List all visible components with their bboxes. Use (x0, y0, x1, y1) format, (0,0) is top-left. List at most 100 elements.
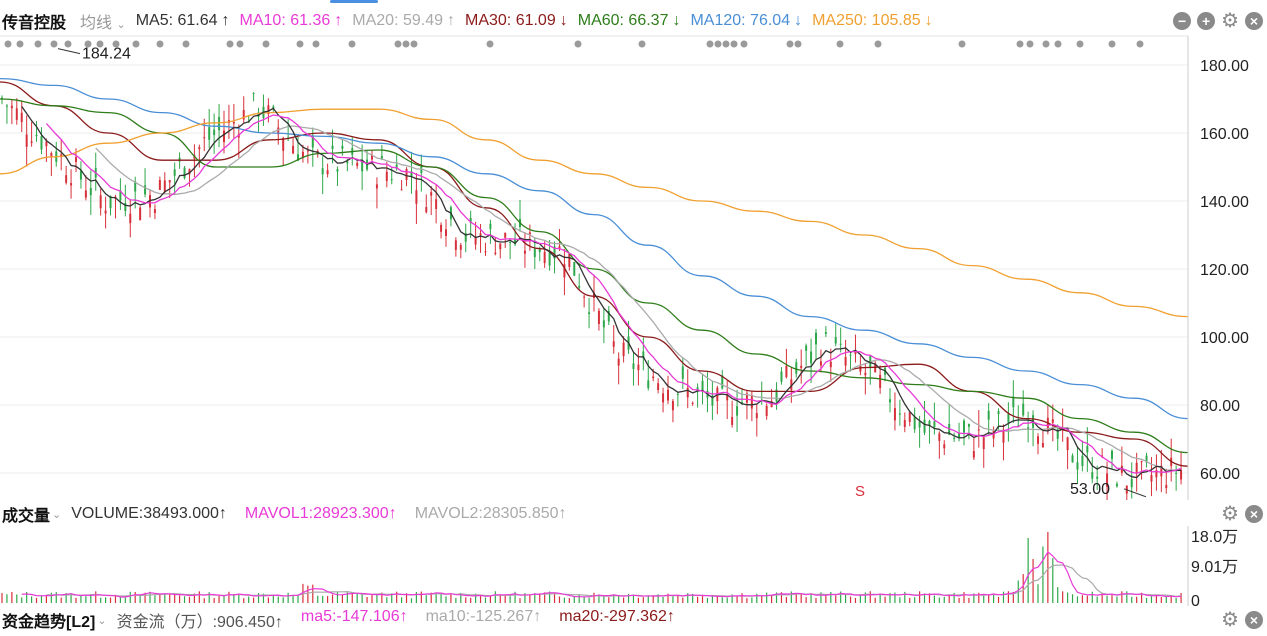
event-dot[interactable] (574, 40, 582, 48)
candle-body (686, 387, 689, 398)
event-dot[interactable] (296, 40, 304, 48)
candle-body (893, 408, 896, 421)
candle-body (375, 184, 378, 189)
ma-5: MA120: 76.04 (690, 12, 791, 29)
candle-body (60, 154, 63, 158)
candle-body (109, 195, 112, 209)
event-dot[interactable] (34, 40, 42, 48)
y-tick-label: 180.00 (1200, 58, 1249, 75)
event-dot[interactable] (486, 40, 494, 48)
candle-body (385, 171, 388, 182)
event-dot[interactable] (50, 40, 58, 48)
candle-body (977, 429, 980, 431)
signal-marker[interactable]: S (855, 483, 865, 500)
candle-body (232, 121, 235, 124)
event-dot[interactable] (1108, 40, 1116, 48)
event-dot[interactable] (1016, 40, 1024, 48)
event-dot[interactable] (836, 40, 844, 48)
candle-body (588, 312, 591, 315)
event-dot[interactable] (1136, 40, 1144, 48)
volume-0: VOLUME:38493.000↑ (71, 505, 227, 522)
event-dot[interactable] (236, 40, 244, 48)
event-dot[interactable] (874, 40, 882, 48)
close-icon[interactable]: × (1245, 611, 1263, 629)
candle-body (834, 337, 837, 344)
event-dot[interactable] (958, 40, 966, 48)
candle-body (741, 402, 743, 404)
close-icon[interactable]: × (1245, 12, 1263, 30)
candle-body (583, 296, 586, 298)
event-dot[interactable] (714, 40, 722, 48)
active-tab-indicator (330, 0, 378, 3)
candle-body (311, 135, 314, 148)
ma-2: MA20: 59.49 (352, 12, 443, 29)
event-dot[interactable] (96, 40, 104, 48)
event-dot[interactable] (402, 40, 410, 48)
event-dot[interactable] (794, 40, 802, 48)
volume-1: MAVOL1:28923.300↑ (244, 505, 397, 522)
candle-body (104, 210, 107, 214)
candle-body (50, 153, 53, 158)
candle-body (1022, 403, 1025, 416)
plus-icon[interactable]: + (1197, 12, 1216, 30)
chevron-down-icon[interactable]: ⌄ (52, 508, 62, 521)
candle-body (1165, 484, 1168, 489)
candle-body (198, 147, 201, 150)
candle-body (10, 105, 13, 109)
event-dot[interactable] (1042, 40, 1050, 48)
candle-body (854, 351, 857, 355)
event-dot[interactable] (84, 40, 92, 48)
event-dot[interactable] (1054, 40, 1062, 48)
volume-header: 成交量 ⌄ VOLUME:38493.000↑ MAVOL1:28923.300↑… (0, 502, 1267, 526)
mode-selector[interactable]: 均线 ⌄ (80, 9, 126, 33)
candle-body (474, 237, 477, 245)
event-dot[interactable] (226, 40, 234, 48)
event-dot[interactable] (1026, 40, 1034, 48)
stock-name: 传音控股 (2, 15, 67, 32)
event-dot[interactable] (722, 40, 730, 48)
volume-2: MAVOL2:28305.850↑ (414, 505, 567, 522)
minus-icon[interactable]: − (1173, 12, 1192, 30)
event-dot[interactable] (740, 40, 748, 48)
event-dot[interactable] (64, 40, 72, 48)
gear-icon[interactable]: ⚙ (1221, 10, 1239, 32)
ma-6: MA250: 105.85 (812, 12, 921, 29)
gear-icon[interactable]: ⚙ (1221, 503, 1239, 525)
close-icon[interactable]: × (1245, 505, 1263, 523)
event-dot[interactable] (1076, 40, 1084, 48)
event-dot[interactable] (312, 40, 320, 48)
gear-icon[interactable]: ⚙ (1221, 609, 1239, 631)
candle-body (84, 190, 87, 198)
flow-legend: 资金流（万）:906.450↑ ma5:-147.106↑ ma10:-125.26… (117, 608, 693, 632)
event-dot[interactable] (730, 40, 738, 48)
event-dot[interactable] (394, 40, 402, 48)
event-dot[interactable] (156, 40, 164, 48)
event-dot[interactable] (182, 40, 190, 48)
event-dot[interactable] (786, 40, 794, 48)
candle-body (543, 251, 546, 263)
event-dot[interactable] (638, 40, 646, 48)
candle-body (607, 310, 610, 322)
y-tick-label: 140.00 (1200, 194, 1249, 211)
event-dot[interactable] (410, 40, 418, 48)
flow-header: 资金趋势[L2] ⌄ 资金流（万）:906.450↑ ma5:-147.106↑ m… (0, 608, 1267, 632)
candle-body (676, 393, 679, 395)
candle-body (15, 108, 18, 120)
event-dot[interactable] (16, 40, 24, 48)
event-dot[interactable] (112, 40, 120, 48)
event-dot[interactable] (706, 40, 714, 48)
candle-body (953, 437, 956, 439)
event-dot[interactable] (348, 40, 356, 48)
high-label: 184.24 (82, 46, 131, 63)
candle-body (1066, 437, 1069, 451)
y-tick-label: 160.00 (1200, 126, 1249, 143)
ma-line-ma120 (0, 77, 1189, 420)
event-dot[interactable] (262, 40, 270, 48)
mavol1-line (21, 550, 1182, 598)
candle-body (489, 223, 492, 230)
event-dot[interactable] (132, 40, 140, 48)
event-dot[interactable] (4, 40, 12, 48)
candle-body (297, 154, 299, 161)
candle-body (267, 105, 270, 115)
chevron-down-icon[interactable]: ⌄ (97, 614, 107, 627)
